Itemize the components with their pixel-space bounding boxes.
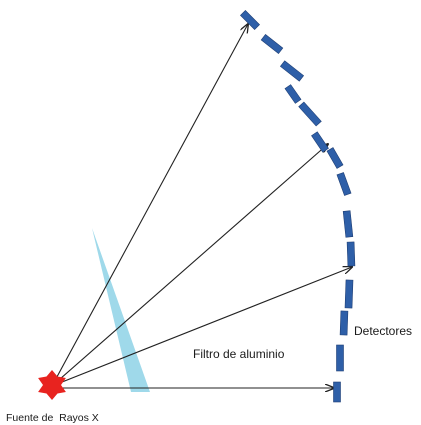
aluminum-filter — [92, 228, 150, 392]
detector-block-icon — [326, 147, 344, 169]
ray-2 — [51, 144, 328, 387]
detector-block-icon — [344, 279, 354, 309]
detector-block-icon — [284, 84, 302, 104]
detector-block-icon — [240, 10, 260, 30]
star-burst-icon — [38, 370, 66, 400]
detector-block-icon — [339, 310, 349, 336]
detector-block-icon — [260, 34, 284, 54]
detector-block-icon — [342, 210, 354, 238]
detector-block-icon — [336, 344, 344, 372]
rays — [51, 24, 352, 388]
ray-1 — [51, 24, 248, 387]
filter-label: Filtro de aluminio — [193, 347, 285, 361]
detector-block-icon — [279, 60, 305, 82]
source-label: Fuente de Rayos X — [6, 412, 99, 424]
detector-block-icon — [333, 381, 341, 403]
detectors-label: Detectores — [354, 324, 412, 338]
detector-array — [240, 10, 356, 403]
detector-block-icon — [346, 241, 356, 267]
detector-block-icon — [311, 131, 329, 153]
detector-block-icon — [336, 172, 352, 196]
ray-3 — [51, 267, 352, 387]
detector-block-icon — [298, 101, 322, 127]
